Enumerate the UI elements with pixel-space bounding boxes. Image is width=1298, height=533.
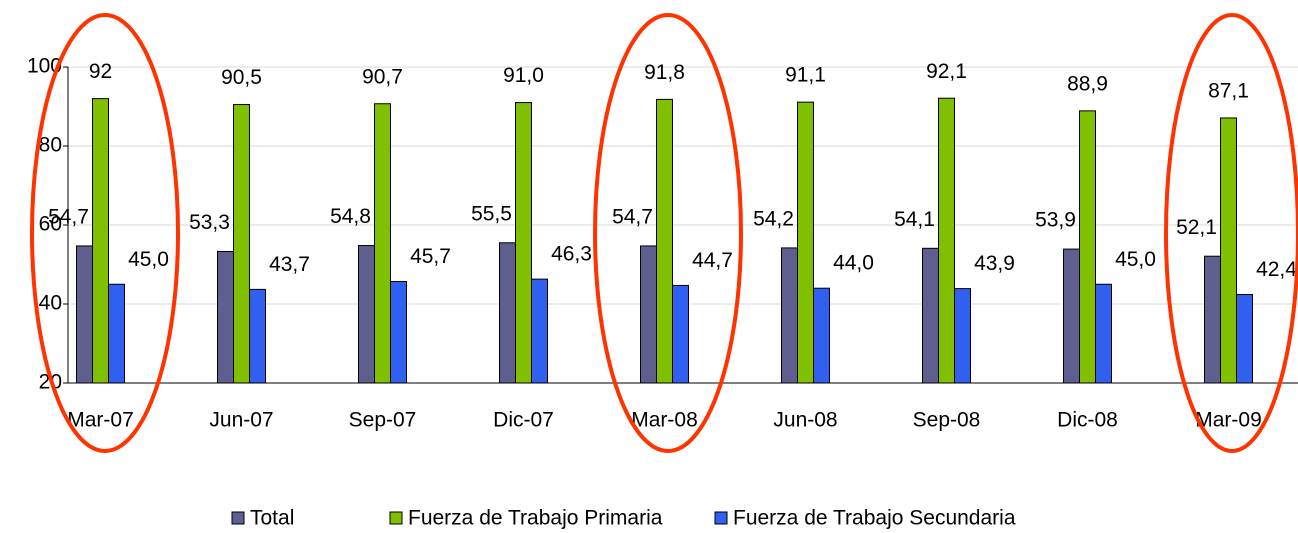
- bar: [531, 278, 548, 384]
- x-tick-label: Sep-07: [349, 409, 417, 432]
- bar: [1079, 110, 1096, 384]
- data-label: 54,1: [894, 208, 935, 231]
- y-tick-label: 100: [27, 55, 62, 78]
- bar: [1095, 283, 1112, 384]
- x-tick-label: Mar-08: [631, 409, 698, 432]
- bar: [797, 101, 814, 384]
- bar: [374, 103, 391, 384]
- bar: [640, 245, 657, 384]
- bar: [108, 283, 125, 384]
- y-tick-label: 60: [39, 213, 62, 236]
- data-label: 43,7: [269, 253, 310, 276]
- plot: 20406080100Mar-0754,79245,0Jun-0753,390,…: [27, 55, 1298, 530]
- highlight-ellipse: [593, 13, 743, 453]
- bar: [390, 280, 407, 384]
- data-label: 43,9: [974, 252, 1015, 275]
- highlight-ellipses: [30, 13, 1298, 453]
- bar: [781, 247, 798, 384]
- data-label: 54,7: [48, 205, 89, 228]
- highlight-ellipse: [30, 13, 180, 453]
- x-tick-label: Mar-07: [67, 409, 134, 432]
- bar: [813, 287, 830, 384]
- bar: [358, 245, 375, 384]
- bar: [1236, 294, 1253, 384]
- y-tick-label: 80: [39, 134, 62, 157]
- bar: [1204, 255, 1221, 384]
- highlight-ellipse: [1164, 13, 1298, 453]
- data-label: 55,5: [471, 202, 512, 225]
- data-label: 52,1: [1176, 216, 1217, 239]
- bar: [1063, 248, 1080, 384]
- bar: [938, 97, 955, 384]
- data-label: 46,3: [551, 243, 592, 266]
- data-label: 91,1: [785, 64, 826, 87]
- bar: [76, 245, 93, 384]
- x-tick-label: Sep-08: [913, 409, 981, 432]
- data-label: 87,1: [1208, 80, 1249, 103]
- data-label: 44,0: [833, 252, 874, 275]
- legend-label: Fuerza de Trabajo Primaria: [408, 507, 663, 530]
- data-label: 45,0: [128, 248, 169, 271]
- x-tick-label: Jun-08: [773, 409, 837, 432]
- legend-label: Fuerza de Trabajo Secundaria: [733, 507, 1016, 530]
- data-label: 42,4: [1256, 258, 1297, 281]
- bar: [672, 284, 689, 384]
- data-label: 44,7: [692, 249, 733, 272]
- x-tick-label: Dic-08: [1057, 409, 1118, 432]
- x-tick-label: Jun-07: [209, 409, 273, 432]
- bar: [922, 247, 939, 384]
- bar: [499, 242, 516, 384]
- bar: [1220, 117, 1237, 384]
- bar: [515, 102, 532, 384]
- bar: [233, 104, 250, 384]
- data-label: 92,1: [926, 60, 967, 83]
- data-label: 92: [89, 60, 112, 83]
- data-label: 88,9: [1067, 72, 1108, 95]
- legend-swatch: [389, 511, 403, 525]
- x-tick-label: Dic-07: [493, 409, 554, 432]
- data-label: 54,8: [330, 205, 371, 228]
- data-label: 90,7: [362, 65, 403, 88]
- legend-label: Total: [250, 507, 294, 530]
- bar: [249, 288, 266, 384]
- data-label: 54,2: [753, 207, 794, 230]
- bar: [954, 288, 971, 384]
- data-label: 45,0: [1115, 248, 1156, 271]
- data-label: 90,5: [221, 66, 262, 89]
- bar: [217, 250, 234, 384]
- data-label: 45,7: [410, 245, 451, 268]
- y-tick-label: 40: [39, 292, 62, 315]
- data-label: 53,3: [189, 211, 230, 234]
- data-label: 91,0: [503, 64, 544, 87]
- data-label: 91,8: [644, 61, 685, 84]
- bar: [656, 98, 673, 384]
- data-label: 54,7: [612, 205, 653, 228]
- legend-swatch: [714, 511, 728, 525]
- legend-swatch: [231, 511, 245, 525]
- bar: [92, 98, 109, 384]
- x-tick-label: Mar-09: [1195, 409, 1262, 432]
- data-label: 53,9: [1035, 209, 1076, 232]
